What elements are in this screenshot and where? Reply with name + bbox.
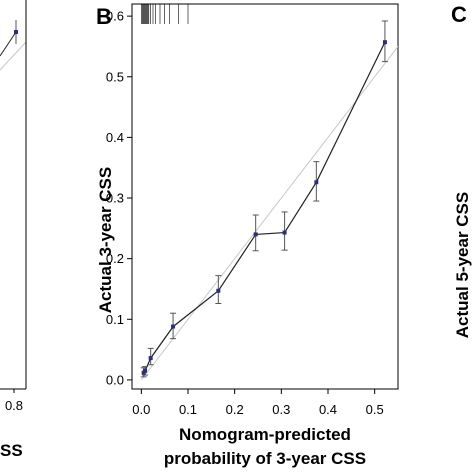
right-panel-ylabel: Actual 5-year CSS <box>453 192 472 338</box>
data-point <box>382 40 387 45</box>
y-tick-label: 0.0 <box>106 372 124 387</box>
data-point <box>171 324 176 329</box>
ideal-reference-line <box>140 46 399 381</box>
data-point <box>148 356 153 361</box>
data-points <box>141 40 387 375</box>
reference-diagonal <box>140 46 399 381</box>
calibration-plot: 0.0 0.1 0.2 0.3 0.4 0.5 0.0 0.1 0.2 0.3 0.4 0.5 0.6 <box>106 3 399 417</box>
left-panel-fragment: 0.8 SS <box>0 0 27 460</box>
x-tick-label: 0.4 <box>319 402 337 417</box>
calibration-curve <box>143 41 386 373</box>
x-axis-ticks: 0.0 0.1 0.2 0.3 0.4 0.5 <box>132 389 384 417</box>
y-tick-label: 0.4 <box>106 130 124 145</box>
left-panel-xlabel-fragment: SS <box>0 441 23 460</box>
x-tick-label: 0.5 <box>366 402 384 417</box>
data-point <box>216 288 221 293</box>
x-axis-title-line2: probability of 3-year CSS <box>164 449 366 468</box>
x-tick-label: 0.0 <box>132 402 150 417</box>
rug-ticks <box>141 4 189 24</box>
data-point <box>253 232 258 237</box>
plot-frame <box>131 3 399 390</box>
calibration-line <box>143 41 386 373</box>
data-point <box>143 368 148 373</box>
left-panel-reference-line <box>0 41 27 71</box>
y-tick-label: 0.3 <box>106 191 124 206</box>
data-point <box>314 180 319 185</box>
left-panel-point <box>14 30 18 34</box>
data-point <box>282 230 287 235</box>
y-tick-label: 0.5 <box>106 69 124 84</box>
panel-letter-b: B <box>96 4 112 29</box>
left-panel-curve <box>0 31 17 57</box>
panel-letter-c: C <box>451 2 467 27</box>
y-axis-ticks: 0.0 0.1 0.2 0.3 0.4 0.5 0.6 <box>106 9 132 387</box>
y-tick-label: 0.6 <box>106 9 124 24</box>
x-tick-label: 0.3 <box>272 402 290 417</box>
left-panel-tick-label: 0.8 <box>5 398 23 413</box>
x-tick-label: 0.2 <box>226 402 244 417</box>
x-tick-label: 0.1 <box>179 402 197 417</box>
y-tick-label: 0.1 <box>106 312 124 327</box>
y-axis-title: Actual 3-year CSS <box>96 167 115 313</box>
y-tick-label: 0.2 <box>106 251 124 266</box>
right-panel-fragment: C Actual 5-year CSS <box>451 2 472 338</box>
x-axis-title-line1: Nomogram-predicted <box>179 425 351 444</box>
